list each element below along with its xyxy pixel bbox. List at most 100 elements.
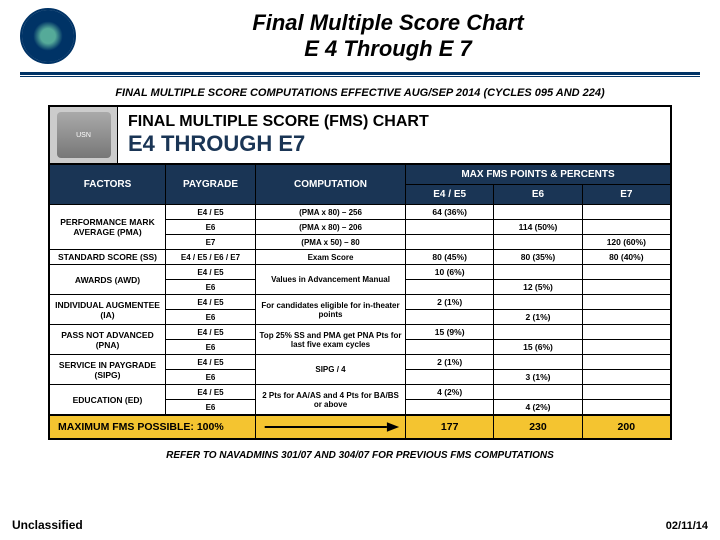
ss-e7: 80 (40%) [583, 250, 670, 264]
sipg-e6: 3 (1%) [494, 370, 582, 384]
pna-e45-1 [406, 340, 494, 354]
pma-comp-0: (PMA x 80) – 256 [256, 205, 406, 219]
ss-e45: 80 (45%) [406, 250, 494, 264]
ed-e6-0 [494, 385, 582, 399]
hdr-computation: COMPUTATION [256, 165, 406, 204]
pma-e45-1 [406, 220, 494, 234]
ia-e6: 2 (1%) [494, 310, 582, 324]
row-awd: AWARDS (AWD) E4 / E5 E6 Values in Advanc… [50, 264, 670, 294]
header-row: FACTORS PAYGRADE COMPUTATION MAX FMS POI… [50, 165, 670, 204]
pma-e6-1: 114 (50%) [494, 220, 582, 234]
footer-e45: 177 [406, 416, 494, 438]
pma-comp-2: (PMA x 50) – 80 [256, 235, 406, 249]
pma-pg-2: E7 [166, 235, 256, 249]
factor-pma: PERFORMANCE MARK AVERAGE (PMA) [50, 205, 166, 249]
ss-comp: Exam Score [256, 250, 406, 264]
pma-comp-1: (PMA x 80) – 206 [256, 220, 406, 234]
sipg-e7-1 [583, 370, 670, 384]
title-line-2: E 4 Through E 7 [76, 36, 700, 62]
pna-e6-0 [494, 325, 582, 339]
pma-e45-0: 64 (36%) [406, 205, 494, 219]
ia-e6-0 [494, 295, 582, 309]
factor-ed: EDUCATION (ED) [50, 385, 166, 414]
row-pna: PASS NOT ADVANCED (PNA) E4 / E5 E6 Top 2… [50, 324, 670, 354]
hdr-paygrade: PAYGRADE [166, 165, 256, 204]
pna-e6: 15 (6%) [494, 340, 582, 354]
footer-e6: 230 [494, 416, 582, 438]
hdr-max-group: MAX FMS POINTS & PERCENTS E4 / E5 E6 E7 [406, 165, 670, 204]
ss-pg: E4 / E5 / E6 / E7 [166, 250, 256, 264]
row-sipg: SERVICE IN PAYGRADE (SIPG) E4 / E5 E6 SI… [50, 354, 670, 384]
hdr-e7: E7 [583, 185, 670, 204]
sipg-e45: 2 (1%) [406, 355, 494, 369]
hdr-e6: E6 [494, 185, 582, 204]
pna-e7-1 [583, 340, 670, 354]
pna-pg-1: E6 [166, 340, 255, 354]
chart-title-text: FINAL MULTIPLE SCORE (FMS) CHART E4 THRO… [118, 113, 670, 157]
chief-anchor-image: USN [50, 107, 118, 163]
sipg-e7-0 [583, 355, 670, 369]
slide-title: Final Multiple Score Chart E 4 Through E… [76, 10, 700, 63]
ia-e45-1 [406, 310, 494, 324]
ia-comp: For candidates eligible for in-theater p… [256, 295, 406, 324]
chart-title-line-1: FINAL MULTIPLE SCORE (FMS) CHART [128, 113, 670, 131]
sipg-e45-1 [406, 370, 494, 384]
pna-comp: Top 25% SS and PMA get PNA Pts for last … [256, 325, 406, 354]
title-rule-thin [20, 76, 700, 77]
ed-e6: 4 (2%) [494, 400, 582, 414]
pma-e7-1 [583, 220, 670, 234]
ed-comp: 2 Pts for AA/AS and 4 Pts for BA/BS or a… [256, 385, 406, 414]
awd-pg-1: E6 [166, 280, 255, 294]
factor-pna: PASS NOT ADVANCED (PNA) [50, 325, 166, 354]
ed-e7-0 [583, 385, 670, 399]
hdr-max-label: MAX FMS POINTS & PERCENTS [406, 165, 670, 185]
sipg-e6-0 [494, 355, 582, 369]
title-line-1: Final Multiple Score Chart [76, 10, 700, 36]
ed-pg-0: E4 / E5 [166, 385, 255, 400]
factor-sipg: SERVICE IN PAYGRADE (SIPG) [50, 355, 166, 384]
factor-ia: INDIVIDUAL AUGMENTEE (IA) [50, 295, 166, 324]
pna-e7-0 [583, 325, 670, 339]
arrow-icon [260, 421, 401, 433]
ia-e45: 2 (1%) [406, 295, 494, 309]
sipg-pg-1: E6 [166, 370, 255, 384]
pma-e45-2 [406, 235, 494, 249]
sipg-comp: SIPG / 4 [256, 355, 406, 384]
awd-e6-0 [494, 265, 582, 279]
pma-e7-2: 120 (60%) [583, 235, 670, 249]
fms-chart: USN FINAL MULTIPLE SCORE (FMS) CHART E4 … [48, 105, 672, 440]
chart-title-bar: USN FINAL MULTIPLE SCORE (FMS) CHART E4 … [50, 107, 670, 165]
ia-pg-1: E6 [166, 310, 255, 324]
date-stamp: 02/11/14 [666, 520, 708, 532]
pma-e7-0 [583, 205, 670, 219]
ss-e6: 80 (35%) [494, 250, 582, 264]
factor-awd: AWARDS (AWD) [50, 265, 166, 294]
pma-e6-2 [494, 235, 582, 249]
awd-e45: 10 (6%) [406, 265, 494, 279]
ed-e7-1 [583, 400, 670, 414]
awd-pg-0: E4 / E5 [166, 265, 255, 280]
effective-subheading: FINAL MULTIPLE SCORE COMPUTATIONS EFFECT… [0, 87, 720, 99]
awd-e45-1 [406, 280, 494, 294]
awd-e7-1 [583, 280, 670, 294]
awd-comp: Values in Advancement Manual [256, 265, 406, 294]
awd-e7-0 [583, 265, 670, 279]
hdr-factors: FACTORS [50, 165, 166, 204]
ia-e7-1 [583, 310, 670, 324]
pma-pg-1: E6 [166, 220, 256, 234]
hdr-e4e5: E4 / E5 [406, 185, 494, 204]
ed-e45-1 [406, 400, 494, 414]
ed-e45: 4 (2%) [406, 385, 494, 399]
pma-pg-0: E4 / E5 [166, 205, 256, 219]
pna-e45: 15 (9%) [406, 325, 494, 339]
slide-header: Final Multiple Score Chart E 4 Through E… [0, 0, 720, 70]
row-pma: PERFORMANCE MARK AVERAGE (PMA) E4 / E5 (… [50, 204, 670, 249]
classification-label: Unclassified [12, 518, 83, 532]
pma-e6-0 [494, 205, 582, 219]
sipg-pg-0: E4 / E5 [166, 355, 255, 370]
row-ed: EDUCATION (ED) E4 / E5 E6 2 Pts for AA/A… [50, 384, 670, 414]
awd-e6: 12 (5%) [494, 280, 582, 294]
chart-title-line-2: E4 THROUGH E7 [128, 131, 670, 157]
ia-e7-0 [583, 295, 670, 309]
row-ss: STANDARD SCORE (SS) E4 / E5 / E6 / E7 Ex… [50, 249, 670, 264]
